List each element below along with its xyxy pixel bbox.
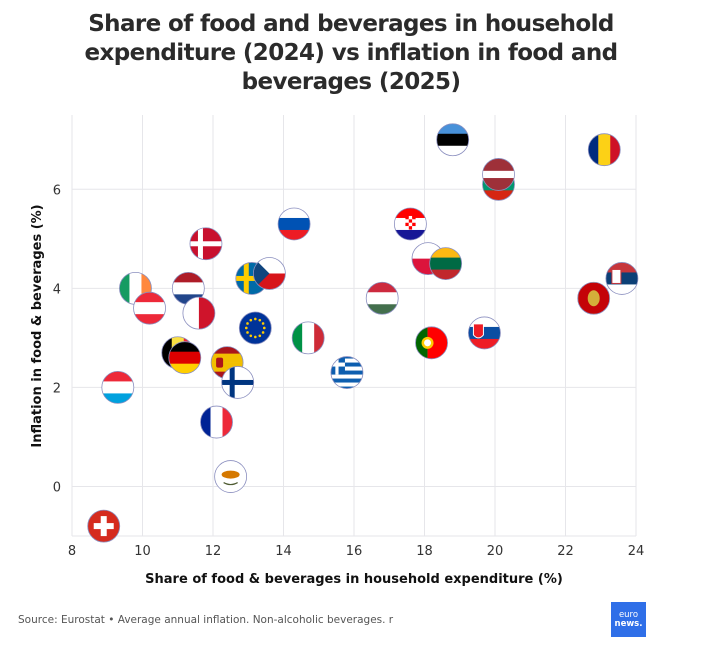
data-point-ch[interactable]: Switzerland: 8.9, -0.8	[86, 508, 122, 544]
marker-outline	[482, 158, 515, 191]
pt-flag-icon	[415, 326, 448, 359]
gr-flag-icon	[330, 356, 363, 389]
grid-lines	[71, 115, 637, 537]
data-points: Switzerland: 8.9, -0.8 Luxembourg: 9.3, 2…	[86, 122, 640, 544]
data-point-rs[interactable]: Serbia: 23.6, 4.2	[604, 260, 640, 296]
data-point-de[interactable]: Germany: 11.2, 2.6	[167, 340, 203, 376]
de-flag-icon	[168, 341, 201, 374]
marker-outline	[587, 133, 621, 167]
data-point-pt[interactable]: Portugal: 18.2, 2.9	[414, 325, 450, 361]
marker-outline	[101, 371, 135, 404]
data-point-dk[interactable]: Denmark: 11.8, 4.9	[188, 226, 224, 262]
marker-outline	[468, 316, 501, 350]
marker-outline	[168, 341, 202, 375]
si-flag-icon	[278, 207, 311, 240]
marker-outline	[252, 257, 286, 290]
x-tick-label: 8	[68, 544, 76, 559]
lu-flag-icon	[101, 371, 134, 404]
data-point-ee[interactable]: Estonia: 18.8, 7	[435, 122, 471, 158]
marker-outline	[577, 281, 611, 315]
y-tick-label: 0	[53, 480, 61, 495]
eu-flag-icon	[239, 311, 272, 344]
marker-outline	[291, 321, 325, 355]
ro-flag-icon	[588, 133, 621, 166]
euronews-logo[interactable]: euro news.	[611, 602, 646, 637]
marker-outline	[436, 123, 470, 157]
x-tick-label: 24	[628, 544, 645, 559]
y-tick-label: 2	[53, 381, 61, 396]
data-point-mt[interactable]: Malta: 11.6, 3.5	[181, 295, 217, 331]
marker-outline	[182, 296, 216, 330]
data-point-lu[interactable]: Luxembourg: 9.3, 2	[100, 369, 136, 405]
marker-outline	[133, 291, 166, 325]
hr-flag-icon	[394, 207, 427, 240]
it-flag-icon	[292, 321, 325, 354]
marker-outline	[214, 460, 248, 493]
x-tick-label: 10	[134, 544, 151, 559]
logo-text-news: news.	[614, 618, 643, 629]
marker-outline	[330, 356, 364, 389]
y-axis-label: Inflation in food & beverages (%)	[30, 204, 45, 447]
marker-outline	[221, 366, 255, 399]
x-tick-label: 14	[275, 544, 292, 559]
at-flag-icon	[133, 292, 166, 325]
mt-flag-icon	[182, 297, 215, 330]
data-point-lv[interactable]: Latvia: 20.1, 6.3	[481, 156, 517, 192]
marker-outline	[189, 227, 223, 261]
x-tick-label: 20	[487, 544, 504, 559]
data-point-hr[interactable]: Croatia: 17.6, 5.3	[392, 206, 428, 242]
chart-title: Share of food and beverages in household…	[84, 11, 619, 95]
marker-outline	[429, 247, 463, 280]
data-point-fi[interactable]: Finland: 12.7, 2.1	[220, 364, 256, 400]
marker-outline	[238, 311, 272, 345]
lv-flag-icon	[482, 158, 515, 191]
fr-flag-icon	[200, 406, 233, 439]
data-point-hu[interactable]: Hungary: 16.8, 3.8	[364, 280, 400, 316]
marker-outline	[415, 326, 448, 360]
x-axis-ticks: 8 10 12 14 16 18 20 22 24	[68, 544, 644, 559]
fi-flag-icon	[221, 366, 254, 399]
x-tick-label: 16	[346, 544, 363, 559]
data-point-it[interactable]: Italy: 14.7, 3	[290, 320, 326, 356]
me-flag-icon	[577, 282, 610, 315]
source-note: Source: Eurostat • Average annual inflat…	[18, 614, 394, 626]
data-point-me[interactable]: Montenegro: 22.8, 3.8	[576, 280, 612, 316]
lt-flag-icon	[429, 247, 462, 280]
x-tick-label: 18	[416, 544, 433, 559]
dk-flag-icon	[189, 227, 222, 260]
marker-outline	[277, 207, 311, 241]
ee-flag-icon	[436, 123, 469, 156]
data-point-fr[interactable]: France: 12.1, 1.3	[199, 404, 235, 440]
x-tick-label: 22	[557, 544, 574, 559]
cy-flag-icon	[214, 460, 247, 493]
y-tick-label: 4	[53, 282, 61, 297]
data-point-cy[interactable]: Cyprus: 12.5, 0.2	[213, 459, 249, 495]
nl-flag-icon	[172, 272, 205, 305]
data-point-at[interactable]: Austria: 10.2, 3.6	[132, 290, 168, 326]
data-point-cz[interactable]: Czechia: 13.6, 4.3	[251, 255, 287, 291]
x-tick-label: 12	[205, 544, 222, 559]
marker-outline	[365, 281, 399, 315]
marker-outline	[87, 509, 121, 543]
data-point-eu[interactable]: European Union: 13.2, 3.2	[237, 310, 273, 346]
rs-flag-icon	[605, 262, 638, 295]
data-point-gr[interactable]: Greece: 15.8, 2.3	[329, 355, 365, 391]
marker-outline	[393, 207, 427, 241]
logo-text-euro: euro	[618, 609, 639, 620]
x-axis-label: Share of food & beverages in household e…	[145, 572, 563, 587]
marker-outline	[605, 262, 639, 295]
marker-outline	[200, 405, 233, 439]
data-point-lt[interactable]: Lithuania: 18.6, 4.5	[428, 246, 464, 282]
data-point-ro[interactable]: Romania: 23.1, 6.8	[586, 132, 622, 168]
data-point-sk[interactable]: Slovakia: 19.7, 3.1	[466, 315, 502, 351]
y-tick-label: 6	[53, 183, 61, 198]
ch-flag-icon	[87, 510, 120, 543]
data-point-si[interactable]: Slovenia: 14.3, 5.3	[276, 206, 312, 242]
sk-flag-icon	[468, 316, 501, 349]
hu-flag-icon	[366, 282, 399, 315]
y-axis-ticks: 0 2 4 6	[53, 183, 61, 495]
